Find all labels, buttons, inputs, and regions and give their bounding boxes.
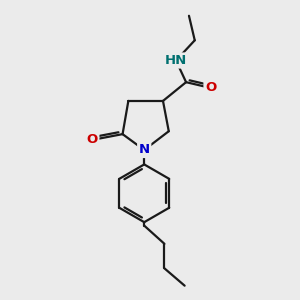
Text: O: O: [205, 81, 216, 94]
Text: O: O: [87, 134, 98, 146]
Text: HN: HN: [165, 54, 187, 67]
Text: N: N: [139, 143, 150, 157]
